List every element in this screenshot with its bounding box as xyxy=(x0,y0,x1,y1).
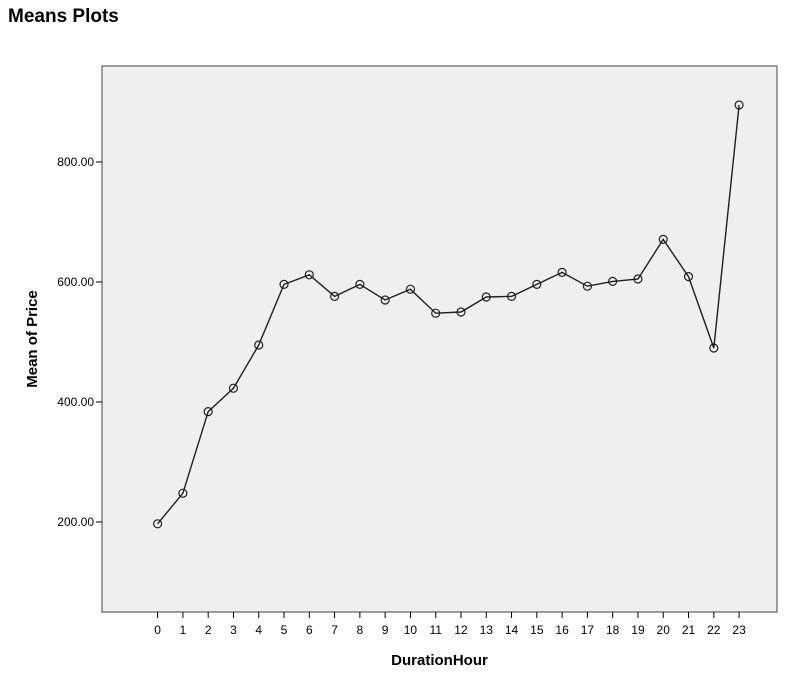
page-title: Means Plots xyxy=(8,6,119,27)
x-tick-label: 10 xyxy=(404,623,418,637)
data-point xyxy=(355,279,365,289)
x-tick-label: 14 xyxy=(505,623,519,637)
data-point xyxy=(557,267,567,277)
x-tick-label: 6 xyxy=(306,623,313,637)
x-tick-label: 3 xyxy=(230,623,237,637)
data-point xyxy=(153,519,163,529)
data-point xyxy=(380,295,390,305)
x-tick-label: 5 xyxy=(281,623,288,637)
series-markers xyxy=(153,100,744,529)
data-point xyxy=(481,292,491,302)
x-tick-label: 23 xyxy=(732,623,746,637)
x-tick-label: 16 xyxy=(555,623,569,637)
data-point xyxy=(633,274,643,284)
x-tick-label: 2 xyxy=(205,623,212,637)
y-tick-label: 200.00 xyxy=(57,515,94,529)
data-point xyxy=(405,284,416,294)
data-point xyxy=(203,407,213,417)
x-tick-label: 21 xyxy=(682,623,696,637)
x-tick-label: 12 xyxy=(454,623,468,637)
data-point xyxy=(608,276,618,286)
data-point xyxy=(329,291,340,301)
x-tick-label: 15 xyxy=(530,623,544,637)
x-tick-label: 9 xyxy=(382,623,389,637)
x-tick-label: 18 xyxy=(606,623,620,637)
x-tick-label: 8 xyxy=(357,623,364,637)
data-point xyxy=(178,488,188,498)
series-line xyxy=(157,104,740,525)
x-tick-label: 17 xyxy=(581,623,595,637)
x-tick-label: 0 xyxy=(154,623,161,637)
data-point xyxy=(279,279,289,289)
y-axis-title: Mean of Price xyxy=(24,290,41,388)
x-tick-label: 7 xyxy=(331,623,338,637)
data-point xyxy=(734,100,744,110)
x-tick-label: 20 xyxy=(657,623,671,637)
data-point xyxy=(506,291,517,301)
y-tick-label: 600.00 xyxy=(57,275,94,289)
data-point xyxy=(456,307,466,317)
data-point xyxy=(304,270,314,280)
x-tick-label: 1 xyxy=(180,623,187,637)
x-tick-label: 13 xyxy=(480,623,494,637)
x-axis-title: DurationHour xyxy=(391,652,488,669)
x-tick-label: 19 xyxy=(631,623,645,637)
data-point xyxy=(683,272,694,282)
x-tick-label: 4 xyxy=(255,623,262,637)
x-axis: 0 1 2 3 4 5 6 7 8 9 10 11 12 13 14 15 16 17 18 19 20 21 22 23 xyxy=(154,612,746,637)
data-point xyxy=(532,279,542,289)
plot-area xyxy=(101,65,778,613)
data-point xyxy=(658,234,668,244)
y-axis: 200.00 400.00 600.00 800.00 xyxy=(57,155,102,529)
x-tick-label: 22 xyxy=(707,623,721,637)
data-point xyxy=(254,340,264,350)
y-tick-label: 400.00 xyxy=(57,395,94,409)
data-point xyxy=(582,281,592,291)
data-point xyxy=(228,383,239,393)
data-point xyxy=(709,343,719,353)
y-tick-label: 800.00 xyxy=(57,155,94,169)
x-tick-label: 11 xyxy=(429,623,442,637)
data-point xyxy=(431,308,441,318)
